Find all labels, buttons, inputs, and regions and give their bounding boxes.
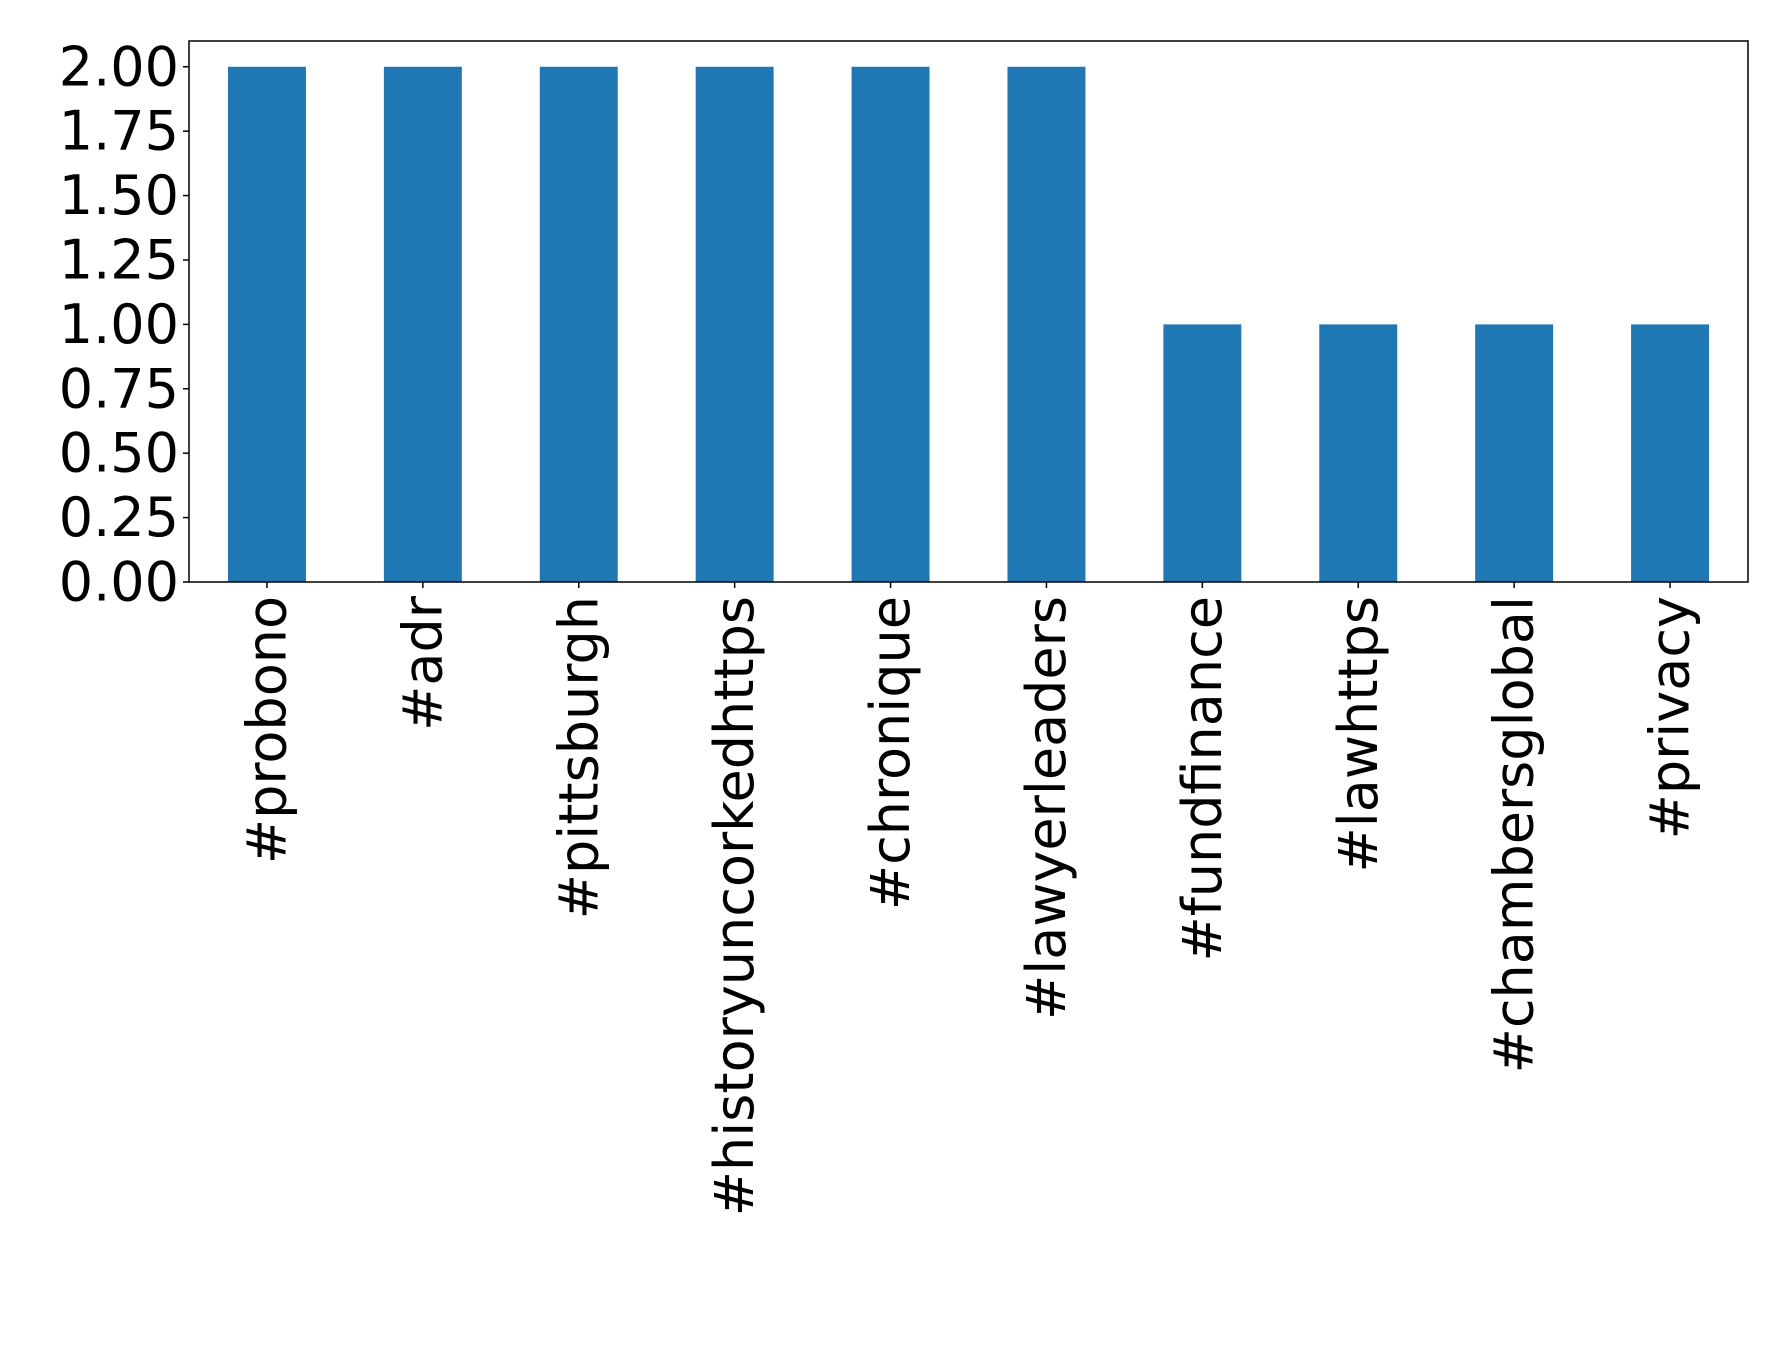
y-tick-label: 2.00 (59, 35, 179, 98)
y-tick-label: 1.75 (59, 100, 179, 163)
x-tick-label: #lawhttps (1327, 596, 1390, 873)
x-tick-label: #chronique (859, 596, 922, 910)
x-tick-label: #probono (235, 596, 298, 864)
bar (1319, 324, 1398, 582)
bar (695, 66, 774, 582)
y-tick-label: 1.25 (59, 228, 179, 291)
bar (1631, 324, 1710, 582)
y-tick-label: 0.50 (59, 422, 179, 485)
bar (539, 66, 618, 582)
bar (1007, 66, 1086, 582)
y-tick-label: 0.00 (59, 551, 179, 614)
y-tick-label: 1.50 (59, 164, 179, 227)
x-tick-label: #privacy (1639, 596, 1702, 839)
x-tick-label: #historyuncorkedhttps (703, 596, 766, 1216)
bar (1163, 324, 1242, 582)
x-tick-label: #pittsburgh (547, 596, 610, 919)
bar (1475, 324, 1554, 582)
y-tick-label: 1.00 (59, 293, 179, 356)
bar (383, 66, 462, 582)
x-tick-label: #adr (391, 595, 454, 731)
y-tick-label: 0.75 (59, 357, 179, 420)
plot-frame (188, 40, 1749, 583)
x-tick-label: #lawyerleaders (1015, 596, 1078, 1020)
y-tick-label: 0.25 (59, 486, 179, 549)
x-tick-label: #chambersglobal (1483, 596, 1546, 1073)
x-tick-label: #fundfinance (1171, 596, 1234, 961)
bar (227, 66, 306, 582)
bar (851, 66, 930, 582)
